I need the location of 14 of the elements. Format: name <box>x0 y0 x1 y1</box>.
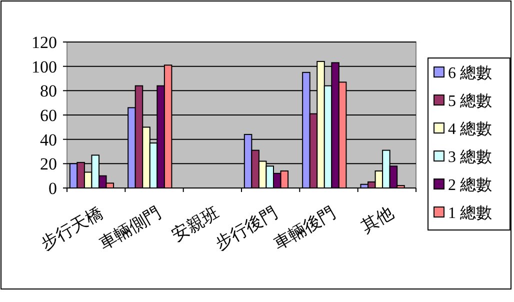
legend-label: 1 總數 <box>448 204 492 222</box>
legend-label: 3 總數 <box>448 148 492 166</box>
legend-label: 2 總數 <box>448 176 492 194</box>
legend-label: 5 總數 <box>448 92 492 110</box>
y-tick-label: 20 <box>40 154 57 174</box>
y-tick-label: 120 <box>32 33 57 52</box>
legend-label: 6 總數 <box>448 64 492 82</box>
x-tick-label: 其他 <box>358 203 397 236</box>
y-tick-label: 60 <box>40 106 57 125</box>
y-tick-label: 0 <box>48 179 57 198</box>
y-tick-label: 40 <box>40 130 57 150</box>
y-tick-label: 80 <box>40 82 57 101</box>
legend-label: 4 總數 <box>448 120 492 138</box>
y-tick-label: 100 <box>32 57 57 76</box>
